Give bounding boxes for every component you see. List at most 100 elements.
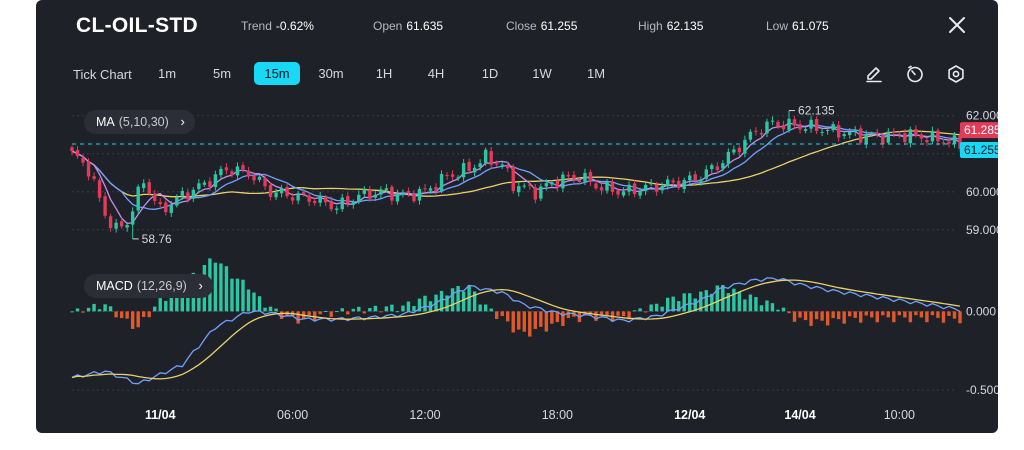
candle-body (472, 167, 477, 173)
macd-histogram-bar (103, 304, 107, 312)
candle-body (235, 166, 240, 176)
macd-histogram-bar (599, 311, 604, 315)
macd-histogram-bar (941, 311, 946, 323)
candle-body (97, 180, 102, 198)
macd-label: MACD (96, 279, 133, 293)
candle-body (743, 139, 747, 154)
symbol-title: CL-OIL-STD (76, 14, 198, 37)
candle-body (936, 130, 940, 142)
candle-body (555, 180, 560, 188)
ma5-line (71, 122, 961, 225)
macd-histogram-bar (737, 291, 742, 312)
macd-histogram-bar (517, 311, 521, 330)
candle-body (417, 188, 422, 201)
macd-histogram-bar (864, 311, 868, 316)
price-tick-label: 59.000 (966, 223, 998, 237)
x-axis-label: 14/04 (784, 408, 816, 422)
candle-body (175, 197, 179, 206)
candle-body (263, 178, 267, 187)
candle-body (346, 196, 350, 204)
candle-body (517, 186, 521, 193)
candle-body (92, 176, 96, 179)
candle-body (456, 177, 460, 179)
candle-body (677, 180, 681, 188)
tick-chart-button[interactable]: Tick Chart (73, 67, 132, 82)
candle-body (368, 190, 372, 199)
candle-body (500, 164, 504, 166)
timer-icon[interactable] (905, 64, 925, 84)
timeframe-5m[interactable]: 5m (212, 66, 232, 81)
macd-histogram-bar (908, 311, 913, 323)
candle-body (301, 192, 306, 194)
candle-body (881, 135, 885, 145)
candle-body (610, 183, 615, 192)
macd-histogram-bar (312, 311, 317, 321)
candle-body (544, 183, 549, 187)
x-axis-label: 18:00 (541, 408, 573, 422)
candle-body (528, 184, 532, 186)
macd-histogram-bar (836, 311, 841, 320)
macd-histogram-bar (665, 297, 670, 312)
candle-body (660, 186, 664, 191)
candle-body (952, 135, 957, 145)
macd-histogram-bar (616, 311, 620, 316)
macd-histogram-bar (533, 311, 538, 329)
candle-body (274, 192, 278, 198)
candle-body (522, 185, 526, 187)
macd-tick-label: -0.500 (966, 383, 998, 397)
macd-histogram-bar (671, 296, 675, 312)
macd-histogram-bar (252, 292, 256, 312)
candle-body (561, 174, 565, 189)
timeframe-1h[interactable]: 1H (375, 66, 393, 81)
edit-icon[interactable] (864, 64, 884, 84)
candle-body (649, 183, 653, 185)
candle-body (279, 188, 284, 194)
candle-body (312, 200, 317, 204)
candle-body (164, 202, 168, 213)
macd-histogram-bar (897, 311, 902, 316)
timeframe-30m[interactable]: 30m (318, 66, 344, 81)
macd-indicator-toggle[interactable]: MACD (12,26,9) › (84, 274, 213, 298)
timeframe-1mo[interactable]: 1M (586, 66, 606, 81)
candle-body (588, 172, 593, 182)
candle-body (958, 135, 962, 149)
candle-body (864, 134, 868, 145)
timeframe-1d[interactable]: 1D (481, 66, 499, 81)
candle-body (632, 183, 637, 195)
macd-histogram-bar (550, 311, 554, 324)
timeframe-1w[interactable]: 1W (532, 66, 552, 81)
macd-histogram-bar (483, 304, 488, 312)
candle-body (809, 119, 813, 129)
timeframe-1m[interactable]: 1m (157, 66, 177, 81)
macd-params: (12,26,9) (136, 279, 187, 293)
open-label: Open (373, 19, 403, 33)
candle-body (803, 129, 808, 131)
candle-body (627, 184, 631, 192)
settings-icon[interactable] (946, 64, 966, 84)
macd-histogram-bar (820, 311, 824, 321)
last-price-badge-bg (960, 142, 998, 159)
macd-histogram-bar (153, 306, 157, 312)
candle-body (213, 174, 218, 188)
close-icon[interactable] (946, 14, 968, 36)
candle-body (114, 222, 118, 229)
macd-dea-line (71, 279, 961, 380)
candle-body (324, 197, 328, 203)
macd-histogram-bar (439, 290, 444, 312)
candle-body (108, 216, 113, 229)
timeframe-15m[interactable]: 15m (254, 62, 300, 85)
candle-body (478, 163, 482, 168)
candle-body (224, 167, 229, 171)
candle-body (699, 179, 703, 182)
macd-histogram-bar (715, 285, 720, 312)
x-axis-label: 10:00 (883, 408, 915, 422)
macd-histogram-bar (467, 285, 471, 312)
macd-histogram-bar (511, 311, 515, 333)
candle-body (914, 129, 918, 136)
timeframe-4h[interactable]: 4H (427, 66, 445, 81)
candle-body (246, 170, 251, 177)
candle-body (412, 194, 416, 202)
candle-body (759, 132, 764, 135)
ma-indicator-toggle[interactable]: MA (5,10,30) › (84, 110, 195, 134)
